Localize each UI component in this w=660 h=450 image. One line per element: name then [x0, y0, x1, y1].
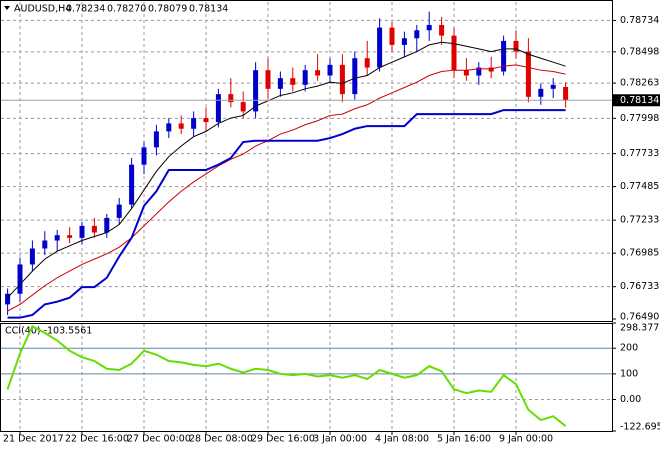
candle-body	[426, 24, 432, 31]
menu-arrow[interactable]	[4, 6, 10, 10]
y-tick-label: -122.6958	[620, 422, 660, 433]
x-tick-label: 27 Dec 00:00	[127, 434, 191, 445]
candle-body	[377, 27, 383, 68]
candle-body	[228, 94, 234, 103]
indicator-line	[7, 41, 566, 299]
candle-body	[315, 70, 321, 76]
x-tick-label: 5 Jan 16:00	[437, 434, 491, 445]
y-tick-label: 0.78498	[620, 46, 659, 57]
y-tick-label: 0.76985	[620, 248, 659, 259]
candle-body	[203, 118, 209, 123]
candle-body	[54, 235, 60, 241]
candle-body	[29, 248, 35, 265]
candle-body	[476, 67, 482, 76]
candle-body	[302, 70, 308, 85]
candle-body	[401, 38, 407, 45]
x-tick-label: 9 Jan 00:00	[499, 434, 553, 445]
candle-body	[327, 64, 333, 76]
last-price-box	[613, 94, 660, 107]
y-tick-label: 200	[620, 343, 638, 354]
candle-body	[364, 58, 370, 68]
candle-body	[129, 164, 135, 205]
y-tick-label: 0.78263	[620, 78, 659, 89]
candle-body	[178, 123, 184, 129]
candle-body	[352, 58, 358, 95]
candle-body	[104, 217, 110, 233]
symbol: AUDUSD,H4	[14, 4, 71, 15]
candle-body	[166, 123, 172, 132]
candle-body	[253, 70, 259, 112]
candle-body	[240, 102, 246, 112]
x-tick-label: 22 Dec 16:00	[65, 434, 129, 445]
y-tick-label: 100	[620, 368, 638, 379]
candle-body	[389, 27, 395, 45]
cci-title: CCI(40) -103.5561	[5, 326, 92, 337]
price-panel-frame	[0, 0, 613, 322]
y-tick-label: 0.77233	[620, 215, 659, 226]
last-price-label: 0.78134	[620, 95, 659, 106]
candle-body	[5, 293, 11, 305]
candle-body	[153, 131, 159, 148]
candle-body	[488, 67, 494, 72]
candle-body	[439, 24, 445, 36]
close-value: 0.78134	[189, 4, 228, 15]
indicator-line	[7, 109, 566, 319]
open-value: 0.78234	[66, 4, 105, 15]
candle-body	[414, 30, 420, 39]
candle-body	[42, 240, 48, 249]
y-tick-label: 298.3773	[620, 323, 660, 334]
y-tick-label: 0.76490	[620, 312, 659, 323]
y-tick-label: 0.77998	[620, 113, 659, 124]
x-tick-label: 29 Dec 16:00	[251, 434, 315, 445]
y-tick-label: 0.78734	[620, 15, 659, 26]
candle-body	[451, 35, 457, 71]
x-tick-label: 28 Dec 08:00	[189, 434, 253, 445]
candle-body	[513, 40, 519, 52]
candle-body	[525, 51, 531, 97]
high-value: 0.78270	[107, 4, 146, 15]
candle-body	[563, 86, 569, 101]
cci-panel-frame	[0, 323, 613, 432]
candle-body	[463, 70, 469, 76]
candle-body	[141, 147, 147, 165]
candle-body	[17, 264, 23, 294]
candle-body	[79, 225, 85, 238]
x-tick-label: 21 Dec 2017	[3, 434, 64, 445]
candle-body	[191, 118, 197, 129]
candle-body	[277, 78, 283, 89]
candle-body	[265, 70, 271, 89]
x-tick-label: 4 Jan 08:00	[375, 434, 429, 445]
candle-body	[538, 88, 544, 97]
x-tick-label: 3 Jan 00:00	[313, 434, 367, 445]
candle-body	[215, 94, 221, 123]
candle-body	[339, 64, 345, 95]
low-value: 0.78079	[148, 4, 187, 15]
candle-body	[67, 235, 73, 238]
candle-body	[550, 84, 556, 89]
y-tick-label: 0.77485	[620, 181, 659, 192]
candle-body	[290, 78, 296, 85]
cci-line	[6, 325, 567, 427]
candle-body	[116, 204, 122, 218]
candle-body	[91, 225, 97, 233]
y-tick-label: 0.77733	[620, 148, 659, 159]
candle-body	[501, 40, 507, 72]
indicator-line	[7, 64, 566, 312]
y-tick-label: 0.00	[620, 394, 641, 405]
y-tick-label: 0.76733	[620, 281, 659, 292]
